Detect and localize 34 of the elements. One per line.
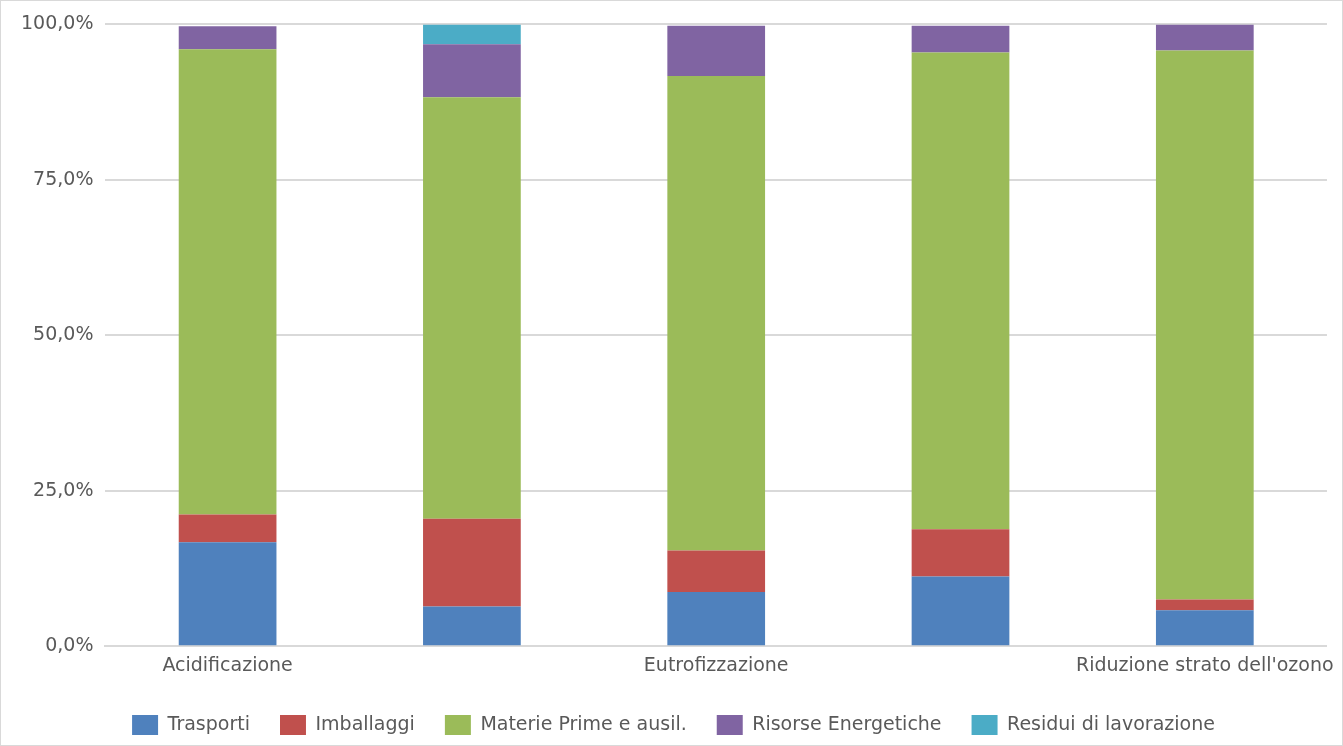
bar xyxy=(178,514,277,543)
legend-label: Residui di lavorazione xyxy=(1007,711,1215,734)
x-tick-label: Riduzione strato dell'ozono xyxy=(1076,652,1334,675)
y-tick-label: 100,0% xyxy=(20,11,94,34)
legend-label: Materie Prime e ausil. xyxy=(480,711,687,734)
bar xyxy=(423,518,521,607)
bar xyxy=(423,44,521,98)
legend-label: Imballaggi xyxy=(315,711,415,734)
x-tick-label: Acidificazione xyxy=(162,652,293,675)
bar xyxy=(1155,599,1254,611)
bar xyxy=(423,606,521,646)
bar xyxy=(667,592,766,646)
y-tick-label: 50,0% xyxy=(33,322,94,345)
legend-label: Risorse Energetiche xyxy=(752,711,942,734)
y-tick-label: 0,0% xyxy=(45,633,94,656)
bar xyxy=(423,97,521,519)
y-tick-label: 75,0% xyxy=(33,166,94,189)
bar xyxy=(911,576,1010,646)
bar xyxy=(911,529,1010,577)
bar xyxy=(1155,50,1254,600)
legend-label: Trasporti xyxy=(166,711,250,734)
bar xyxy=(178,26,277,50)
bar xyxy=(911,25,1010,53)
bar xyxy=(1155,24,1254,51)
y-tick-label: 25,0% xyxy=(33,477,94,500)
bar xyxy=(1155,610,1254,646)
bar xyxy=(667,25,766,77)
bar xyxy=(178,49,277,515)
bar xyxy=(911,52,1010,530)
bar xyxy=(423,24,521,45)
x-tick-label: Eutrofizzazione xyxy=(643,652,789,675)
bar xyxy=(667,76,766,551)
bar xyxy=(178,542,277,646)
bar xyxy=(667,550,766,593)
